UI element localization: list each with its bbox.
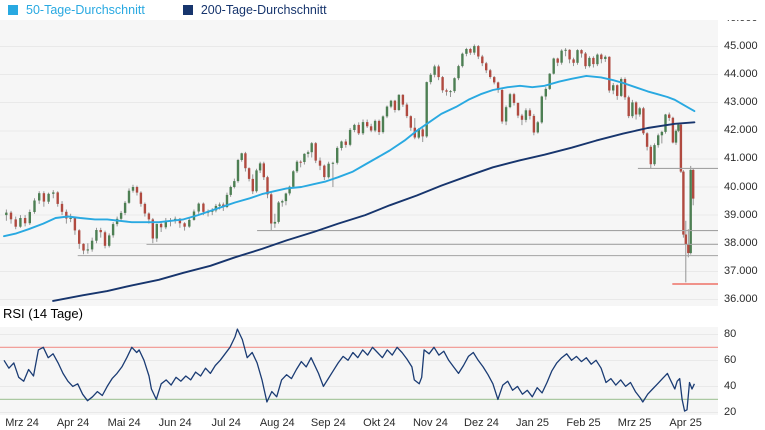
month-tick-label: Mai 24	[107, 417, 141, 429]
price-tick-label: 36.000	[724, 293, 758, 305]
ma200-swatch-icon	[182, 5, 193, 15]
legend: 50-Tage-Durchschnitt 200-Tage-Durchschni…	[0, 0, 765, 20]
legend-item-ma50: 50-Tage-Durchschnitt	[8, 0, 145, 20]
price-tick-label: 37.000	[724, 264, 758, 277]
price-tick-label: 42.000	[724, 124, 758, 137]
price-tick-label: 43.000	[724, 96, 758, 109]
month-tick-label: Jan 25	[515, 417, 550, 429]
month-tick-label: Feb 25	[566, 417, 601, 429]
month-tick-label: Aug 24	[259, 417, 295, 429]
price-tick-label: 41.000	[724, 152, 758, 165]
month-tick-label: Apr 24	[56, 417, 90, 429]
month-tick-label: Mrz 24	[5, 417, 39, 429]
month-tick-label: Apr 25	[669, 417, 702, 429]
ma200-legend-label: 200-Tage-Durchschnitt	[200, 3, 327, 17]
month-tick-label: Okt 24	[363, 417, 396, 429]
month-tick-label: Jul 24	[211, 417, 241, 429]
rsi-title: RSI (14 Tage)	[3, 306, 83, 321]
legend-item-ma200: 200-Tage-Durchschnitt	[182, 0, 327, 20]
ma50-swatch-icon	[8, 5, 18, 15]
price-tick-label: 40.000	[724, 180, 758, 193]
price-tick-label: 38.000	[724, 236, 758, 249]
price-tick-label: 44.000	[724, 68, 758, 81]
rsi-tick-label: 80	[724, 327, 737, 340]
price-tick-label: 39.000	[724, 208, 758, 221]
month-tick-label: Nov 24	[412, 417, 448, 429]
month-tick-label: Sep 24	[310, 417, 346, 429]
month-tick-label: Jun 24	[158, 417, 192, 429]
price-tick-label: 45.000	[724, 39, 758, 52]
ma50-legend-label: 50-Tage-Durchschnitt	[26, 3, 145, 17]
month-tick-label: Mrz 25	[617, 417, 652, 429]
month-tick-label: Dez 24	[464, 417, 499, 429]
rsi-tick-label: 20	[724, 405, 737, 418]
rsi-tick-label: 60	[724, 353, 737, 366]
rsi-tick-label: 40	[724, 379, 737, 392]
